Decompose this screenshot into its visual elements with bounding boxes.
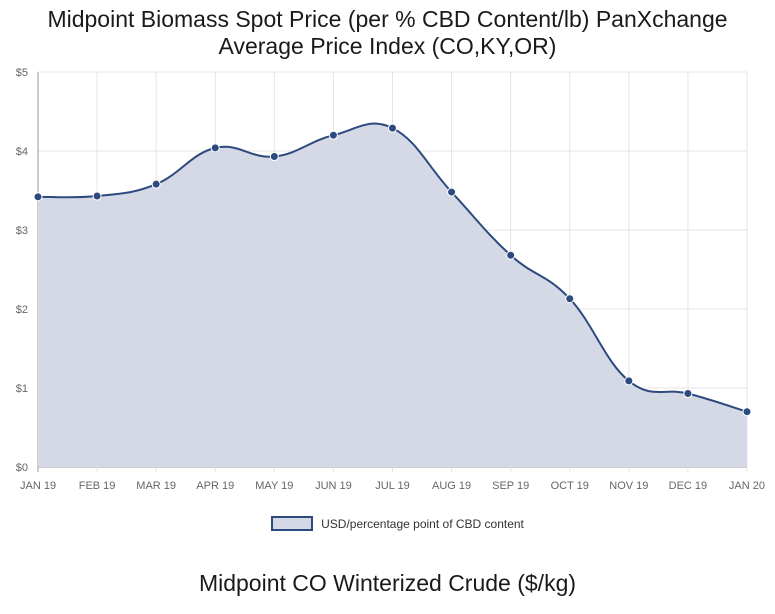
x-tick-label: APR 19 bbox=[196, 480, 234, 492]
x-tick-label: FEB 19 bbox=[79, 480, 116, 492]
data-point-oct-19[interactable] bbox=[565, 294, 575, 304]
x-tick-label: JAN 19 bbox=[20, 480, 56, 492]
y-tick-label: $0 bbox=[16, 462, 28, 474]
data-point-jul-19[interactable] bbox=[388, 123, 397, 133]
data-point-feb-19[interactable] bbox=[92, 191, 102, 201]
x-tick-label: OCT 19 bbox=[551, 480, 589, 492]
data-point-mar-19[interactable] bbox=[151, 179, 161, 189]
y-tick-label: $1 bbox=[16, 383, 28, 395]
area-chart: JAN 19 FEB 19 MAR 19 APR 19 MAY 19 JUN 19 JUL … bbox=[16, 67, 765, 492]
x-tick-label: MAY 19 bbox=[255, 480, 293, 492]
x-tick-label: NOV 19 bbox=[609, 480, 648, 492]
data-point-apr-19[interactable] bbox=[210, 143, 220, 153]
legend-swatch bbox=[271, 516, 314, 531]
y-axis-ticks: $0 $1 $2 $3 $4 $5 bbox=[16, 67, 28, 474]
x-axis-ticks: JAN 19 FEB 19 MAR 19 APR 19 MAY 19 JUN 19 JUL … bbox=[20, 480, 765, 492]
y-tick-label: $3 bbox=[16, 225, 28, 237]
series-area bbox=[38, 123, 747, 468]
data-point-aug-19[interactable] bbox=[447, 187, 457, 197]
y-tick-label: $2 bbox=[16, 304, 28, 316]
data-point-may-19[interactable] bbox=[269, 152, 279, 162]
x-tick-label: SEP 19 bbox=[492, 480, 529, 492]
data-point-jun-19[interactable] bbox=[328, 130, 338, 140]
y-tick-label: $5 bbox=[16, 67, 28, 79]
y-tick-label: $4 bbox=[16, 146, 28, 158]
x-tick-label: JUN 19 bbox=[315, 480, 352, 492]
data-point-jan-19[interactable] bbox=[33, 192, 43, 202]
chart-title-line-2: Average Price Index (CO,KY,OR) bbox=[218, 33, 557, 59]
data-point-jan-20[interactable] bbox=[742, 407, 752, 417]
x-tick-label: JUL 19 bbox=[375, 480, 409, 492]
next-chart-title: Midpoint CO Winterized Crude ($/kg) bbox=[198, 570, 577, 596]
data-point-sep-19[interactable] bbox=[506, 250, 516, 260]
legend-label: USD/percentage point of CBD content bbox=[321, 516, 524, 531]
chart-title-line-1: Midpoint Biomass Spot Price (per % CBD C… bbox=[47, 6, 728, 32]
legend[interactable]: USD/percentage point of CBD content bbox=[0, 516, 775, 531]
x-tick-label: JAN 20 bbox=[729, 480, 765, 492]
x-tick-label: AUG 19 bbox=[432, 480, 471, 492]
series-points bbox=[33, 123, 752, 417]
x-tick-label: MAR 19 bbox=[136, 480, 176, 492]
data-point-nov-19[interactable] bbox=[624, 376, 634, 386]
data-point-dec-19[interactable] bbox=[683, 389, 693, 399]
x-tick-label: DEC 19 bbox=[669, 480, 708, 492]
